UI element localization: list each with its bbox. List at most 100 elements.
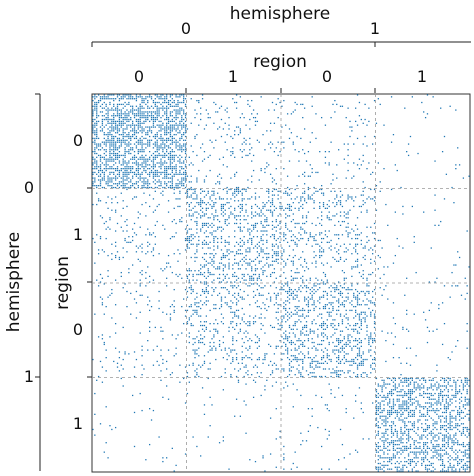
adjacency-cell	[158, 149, 160, 151]
adjacency-cell	[234, 175, 236, 177]
adjacency-cell	[150, 169, 153, 172]
adjacency-cell	[96, 203, 98, 206]
adjacency-cell	[254, 268, 257, 270]
adjacency-cell	[222, 436, 224, 438]
adjacency-cell	[122, 103, 124, 106]
adjacency-cell	[441, 151, 444, 153]
adjacency-cell	[264, 226, 266, 228]
adjacency-cell	[336, 177, 338, 179]
adjacency-cell	[99, 149, 102, 151]
adjacency-cell	[341, 304, 344, 306]
adjacency-cell	[175, 94, 177, 96]
adjacency-cell	[309, 234, 311, 236]
adjacency-cell	[254, 196, 257, 198]
adjacency-cell	[309, 332, 311, 334]
adjacency-cell	[145, 459, 147, 461]
adjacency-cell	[330, 304, 332, 306]
adjacency-cell	[198, 347, 200, 349]
adjacency-cell	[160, 145, 162, 147]
adjacency-cell	[118, 103, 121, 106]
adjacency-cell	[190, 236, 192, 238]
adjacency-cell	[379, 394, 381, 397]
adjacency-cell	[249, 237, 251, 240]
adjacency-cell	[355, 345, 357, 347]
adjacency-cell	[173, 124, 175, 126]
adjacency-cell	[186, 175, 189, 177]
adjacency-cell	[137, 164, 139, 166]
adjacency-cell	[162, 115, 164, 117]
adjacency-cell	[126, 179, 128, 181]
adjacency-cell	[275, 294, 277, 296]
adjacency-cell	[239, 230, 242, 232]
adjacency-cell	[366, 334, 368, 336]
adjacency-cell	[114, 145, 117, 147]
adjacency-cell	[288, 254, 291, 257]
adjacency-cell	[309, 141, 311, 143]
adjacency-cell	[451, 285, 453, 287]
adjacency-cell	[173, 109, 175, 111]
adjacency-cell	[156, 111, 158, 113]
adjacency-cell	[99, 185, 102, 187]
adjacency-cell	[385, 421, 387, 423]
adjacency-cell	[92, 162, 94, 164]
adjacency-cell	[315, 234, 317, 236]
adjacency-cell	[183, 149, 185, 151]
adjacency-cell	[145, 158, 147, 160]
adjacency-cell	[275, 251, 277, 253]
adjacency-cell	[145, 202, 147, 204]
adjacency-cell	[319, 362, 321, 364]
adjacency-cell	[164, 162, 166, 164]
adjacency-cell	[200, 188, 202, 191]
adjacency-cell	[169, 166, 172, 168]
adjacency-cell	[196, 202, 198, 204]
adjacency-cell	[330, 324, 332, 327]
adjacency-cell	[373, 302, 376, 304]
adjacency-cell	[190, 209, 192, 211]
adjacency-cell	[230, 177, 232, 179]
adjacency-cell	[220, 296, 223, 298]
adjacency-cell	[198, 340, 200, 342]
adjacency-cell	[377, 466, 379, 468]
adjacency-cell	[147, 107, 149, 109]
adjacency-cell	[228, 330, 230, 332]
adjacency-cell	[158, 290, 160, 293]
adjacency-cell	[385, 464, 387, 467]
adjacency-cell	[181, 101, 183, 104]
adjacency-cell	[152, 409, 155, 412]
adjacency-cell	[150, 96, 153, 98]
adjacency-cell	[373, 196, 376, 198]
adjacency-cell	[167, 128, 170, 130]
adjacency-cell	[152, 175, 155, 177]
adjacency-cell	[188, 270, 190, 272]
adjacency-cell	[375, 409, 378, 412]
adjacency-cell	[101, 128, 104, 130]
adjacency-cell	[175, 116, 177, 119]
adjacency-cell	[218, 268, 221, 270]
adjacency-cell	[298, 353, 300, 355]
adjacency-cell	[171, 139, 173, 141]
adjacency-cell	[217, 128, 219, 130]
adjacency-cell	[200, 341, 202, 344]
adjacency-cell	[111, 258, 113, 261]
adjacency-cell	[171, 98, 173, 100]
adjacency-cell	[334, 215, 336, 217]
adjacency-cell	[385, 203, 387, 206]
adjacency-cell	[320, 296, 323, 298]
adjacency-cell	[131, 166, 134, 168]
adjacency-cell	[356, 137, 359, 140]
adjacency-cell	[381, 247, 383, 249]
adjacency-cell	[349, 232, 351, 234]
adjacency-cell	[320, 262, 323, 264]
adjacency-cell	[183, 179, 185, 181]
adjacency-cell	[137, 113, 139, 115]
adjacency-cell	[113, 99, 115, 102]
adjacency-cell	[249, 262, 251, 264]
adjacency-cell	[171, 372, 173, 374]
adjacency-cell	[234, 262, 236, 264]
adjacency-cell	[111, 115, 113, 117]
adjacency-cell	[432, 377, 434, 380]
adjacency-cell	[319, 283, 321, 285]
adjacency-cell	[116, 149, 119, 151]
adjacency-cell	[275, 345, 277, 347]
adjacency-cell	[94, 141, 96, 143]
